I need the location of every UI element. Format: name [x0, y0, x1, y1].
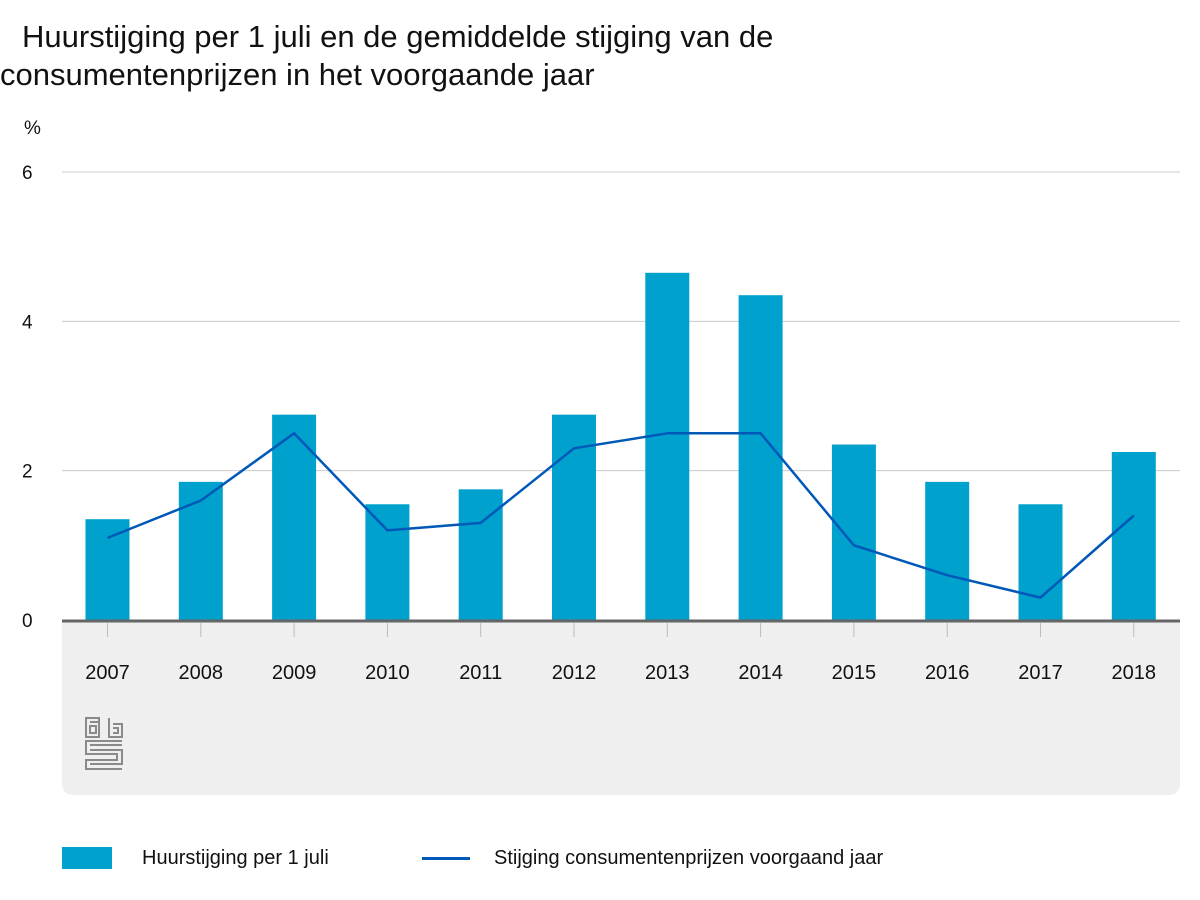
x-axis-band	[62, 621, 1180, 795]
chart-plot-area: 0 2 4 6 2007 2008 2009 2010 2011 2012 2013 2014 2015…	[22, 163, 1180, 795]
x-tick-label-2015: 2015	[832, 662, 877, 684]
bar-2008	[178, 481, 223, 620]
y-tick-label-6: 6	[22, 163, 33, 184]
cbs-logo	[85, 717, 123, 770]
legend-swatch-bar	[62, 847, 112, 869]
bar-2017	[1018, 504, 1063, 620]
chart-title-line-1: Huurstijging per 1 juli en de gemiddelde…	[22, 19, 774, 54]
x-tick-label-2008: 2008	[179, 662, 224, 684]
x-tick-label-2010: 2010	[365, 662, 410, 684]
legend-item-huurstijging: Huurstijging per 1 juli	[62, 843, 329, 873]
x-tick-label-2012: 2012	[552, 662, 597, 684]
legend-swatch-line	[422, 856, 470, 860]
y-tick-label-2: 2	[22, 462, 33, 483]
chart-title-line-2: consumentenprijzen in het voorgaande jaa…	[0, 57, 595, 92]
bar-2015	[831, 444, 876, 620]
bar-2014	[738, 295, 783, 620]
x-tick-label-2007: 2007	[85, 662, 130, 684]
legend-item-consumentenprijzen: Stijging consumentenprijzen voorgaand ja…	[422, 843, 883, 873]
y-tick-label-0: 0	[22, 611, 33, 632]
bar-2016	[925, 481, 970, 620]
legend-label-huurstijging: Huurstijging per 1 juli	[142, 846, 329, 869]
y-axis-unit-label: %	[24, 118, 41, 139]
bar-2018	[1111, 452, 1156, 620]
legend-label-consumentenprijzen: Stijging consumentenprijzen voorgaand ja…	[494, 846, 884, 869]
x-tick-label-2017: 2017	[1018, 662, 1063, 684]
x-tick-label-2016: 2016	[925, 662, 970, 684]
bar-2010	[365, 504, 410, 620]
x-tick-label-2014: 2014	[738, 662, 783, 684]
x-tick-label-2018: 2018	[1112, 662, 1157, 684]
bar-2011	[458, 489, 503, 620]
line-series-consumentenprijzen	[107, 432, 1135, 599]
x-tick-label-2011: 2011	[459, 662, 502, 684]
chart-title: Huurstijging per 1 juli en de gemiddelde…	[0, 18, 900, 94]
bar-2007	[85, 519, 130, 620]
bar-2013	[645, 272, 690, 620]
y-tick-label-4: 4	[22, 312, 33, 333]
x-tick-label-2009: 2009	[272, 662, 317, 684]
x-tick-label-2013: 2013	[645, 662, 690, 684]
